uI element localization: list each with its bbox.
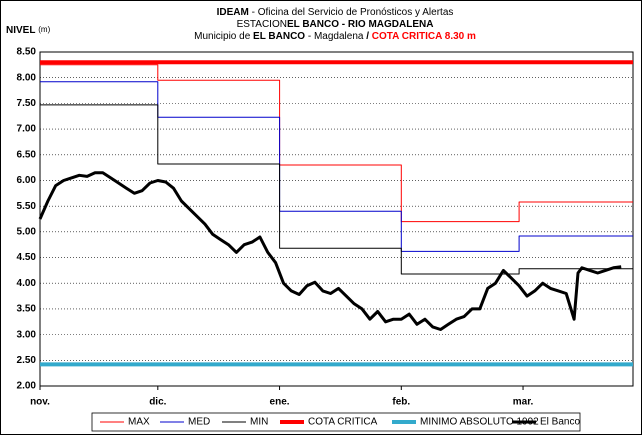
x-tick-label: feb. bbox=[392, 397, 410, 408]
y-tick-label: 5.00 bbox=[17, 226, 37, 237]
legend-label: COTA CRITICA bbox=[308, 417, 378, 428]
legend-label: MAX bbox=[128, 417, 150, 428]
y-tick-label: 2.00 bbox=[17, 381, 37, 392]
title-dept: - Magdalena bbox=[305, 31, 366, 42]
legend-frame bbox=[91, 412, 581, 432]
legend-label: El Banco bbox=[540, 417, 580, 428]
y-tick-label: 7.00 bbox=[17, 124, 37, 135]
title-station: EL BANCO - RIO MAGDALENA bbox=[287, 19, 433, 30]
y-axis-label: NIVEL (m) bbox=[6, 25, 51, 36]
title-cota: COTA CRITICA 8.30 m bbox=[372, 31, 476, 42]
title-office: - Oficina del Servicio de Pronósticos y … bbox=[249, 7, 454, 18]
legend-label: MIN bbox=[250, 417, 268, 428]
y-tick-label: 8.50 bbox=[17, 47, 37, 58]
y-tick-label: 4.50 bbox=[17, 252, 37, 263]
y-tick-label: 2.50 bbox=[17, 355, 37, 366]
title-org: IDEAM bbox=[217, 7, 249, 18]
title-line-3: Municipio de EL BANCO - Magdalena / COTA… bbox=[194, 31, 476, 42]
series-line bbox=[38, 171, 622, 331]
y-unit: (m) bbox=[38, 25, 50, 34]
title-line-2: ESTACIONEL BANCO - RIO MAGDALENA bbox=[237, 19, 434, 30]
x-tick-label: ene. bbox=[270, 397, 290, 408]
y-tick-label: 5.50 bbox=[17, 201, 37, 212]
y-label: NIVEL bbox=[6, 25, 35, 36]
title-line-1: IDEAM - Oficina del Servicio de Pronósti… bbox=[217, 7, 454, 18]
x-tick-label: nov. bbox=[30, 397, 50, 408]
y-tick-label: 7.50 bbox=[17, 98, 37, 109]
title-sep: / bbox=[366, 31, 372, 42]
y-tick-label: 3.50 bbox=[17, 304, 37, 315]
title-station-label: ESTACION bbox=[237, 19, 287, 30]
series-line bbox=[40, 104, 633, 275]
series-line bbox=[40, 81, 633, 252]
legend-label: MED bbox=[188, 417, 210, 428]
y-tick-label: 4.00 bbox=[17, 278, 37, 289]
x-tick-label: mar. bbox=[513, 397, 534, 408]
title-municipality: EL BANCO bbox=[253, 31, 305, 42]
legend-label: MINIMO ABSOLUTO 1992 bbox=[420, 417, 539, 428]
y-tick-label: 8.00 bbox=[17, 72, 37, 83]
y-tick-label: 6.50 bbox=[17, 149, 37, 160]
x-tick-label: dic. bbox=[149, 397, 166, 408]
title-municipality-label: Municipio de bbox=[194, 31, 253, 42]
y-tick-label: 6.00 bbox=[17, 175, 37, 186]
y-tick-label: 3.00 bbox=[17, 329, 37, 340]
series-line bbox=[40, 64, 633, 223]
